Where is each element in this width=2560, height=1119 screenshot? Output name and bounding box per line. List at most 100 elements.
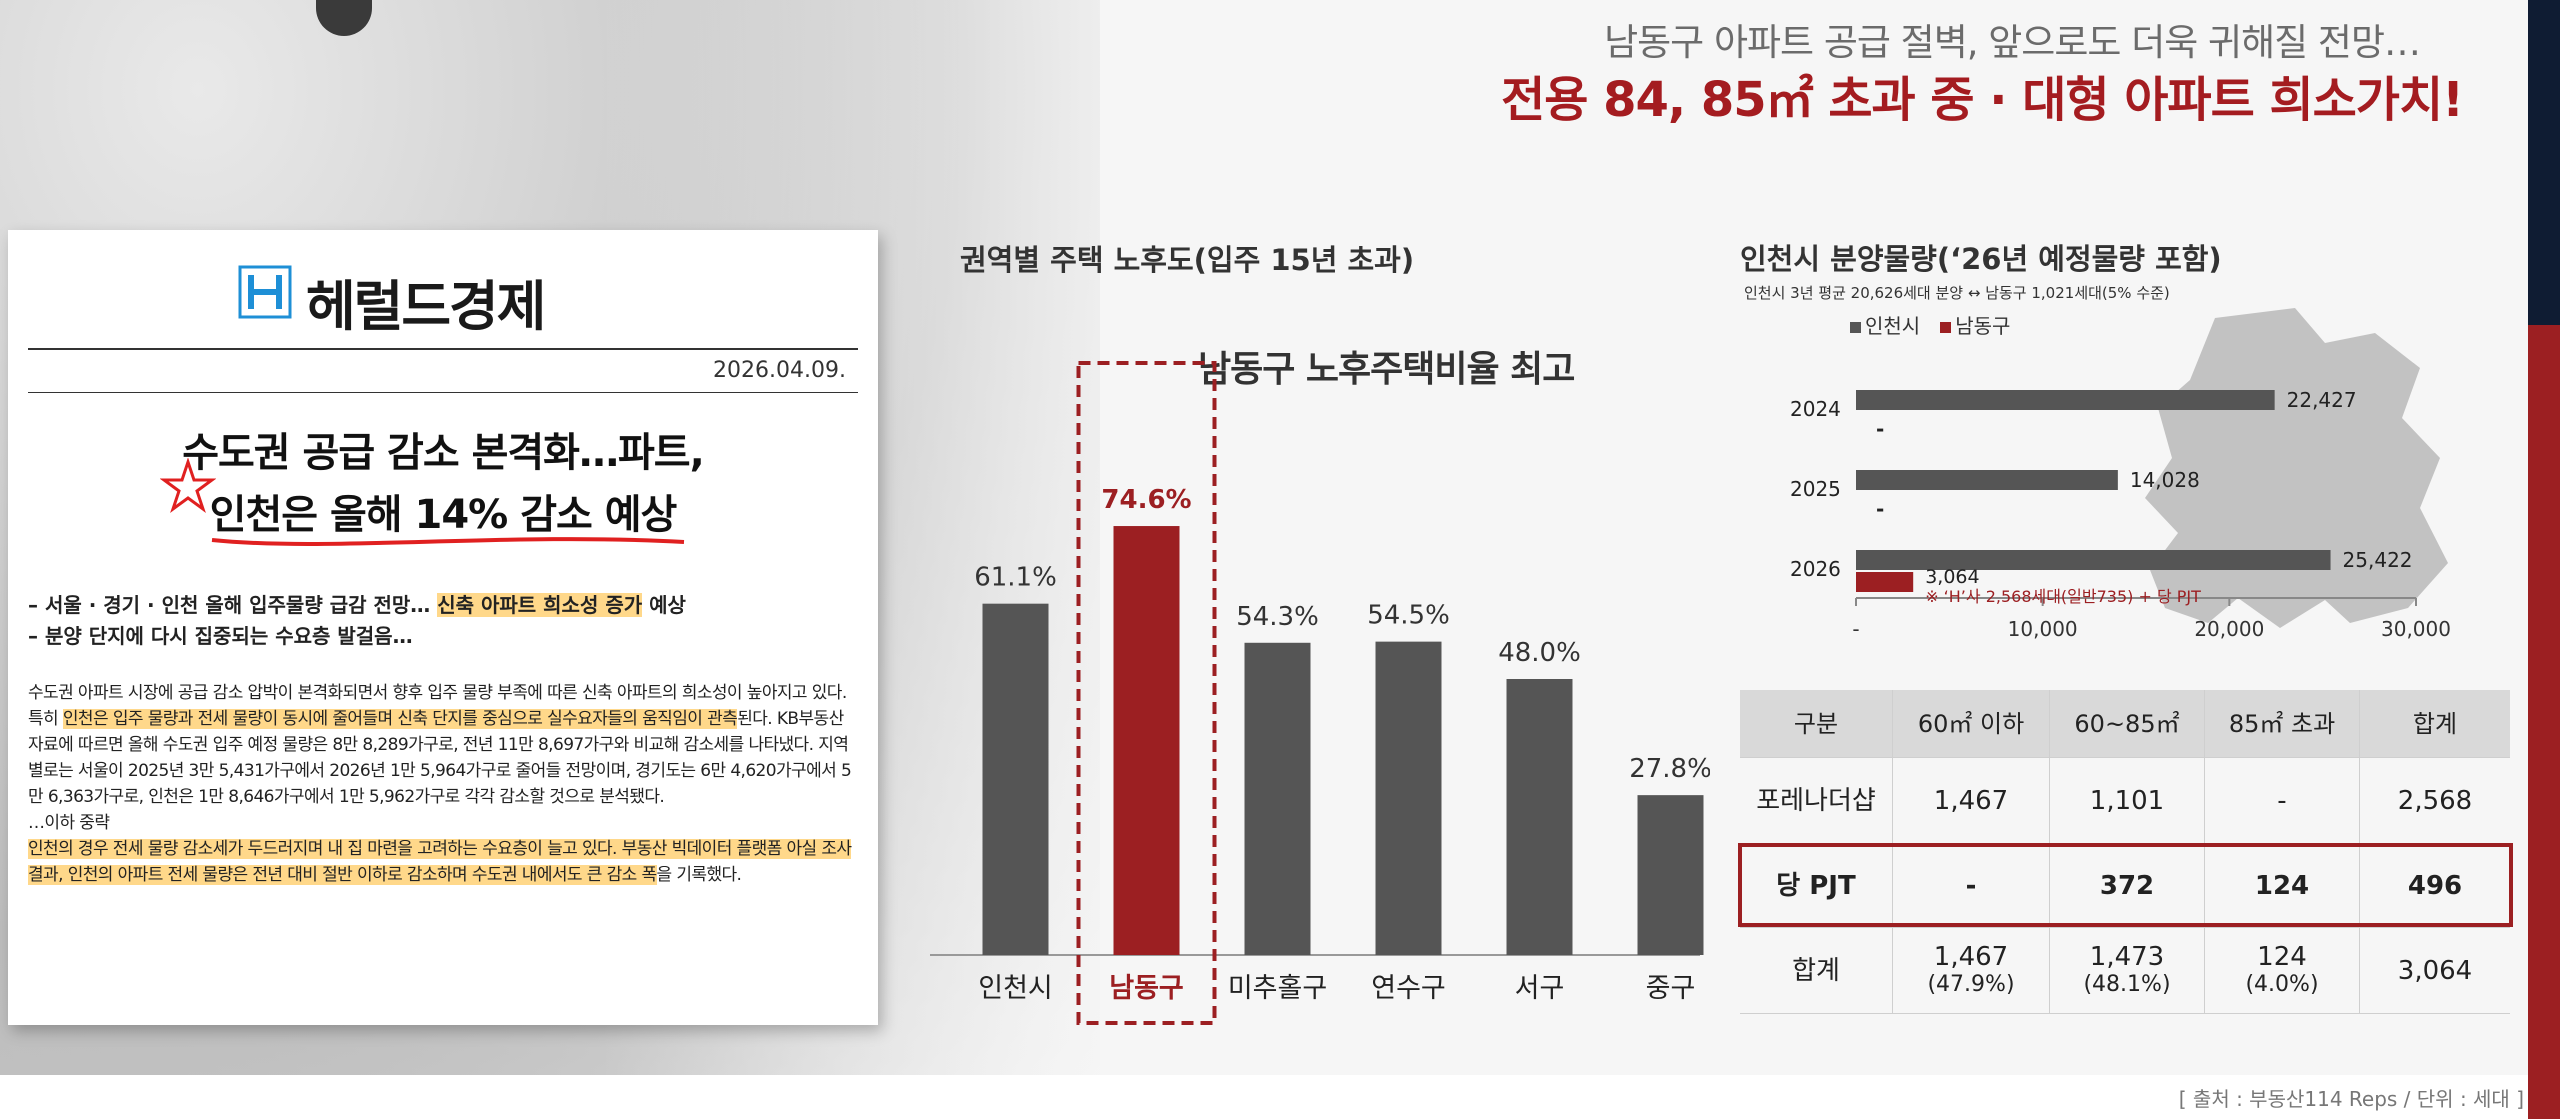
bar-서구: [1506, 679, 1573, 955]
table-row: 포레나더샵 1,467 1,101 - 2,568: [1740, 758, 2510, 844]
cell-text: 합계: [1792, 957, 1840, 985]
bar-chart-title: 권역별 주택 노후도(입주 15년 초과): [960, 243, 1415, 277]
legend-swatch: [1940, 322, 1952, 333]
bar-value-label: 54.3%: [1236, 602, 1319, 632]
cell-text: -: [2277, 787, 2286, 815]
divider: [28, 392, 858, 393]
table-cell: -: [1893, 844, 2050, 928]
bar-category-label: 남동구: [1109, 973, 1184, 1004]
x-tick-label: -: [1852, 617, 1859, 641]
table-cell: 124 (4.0%): [2205, 928, 2360, 1014]
legend-swatch: [1850, 322, 1861, 333]
bar-chart-callout: 남동구 노후주택비율 최고: [1198, 349, 1575, 390]
right-edge-accent: [2528, 325, 2560, 1119]
bar-category-label: 중구: [1646, 973, 1696, 1004]
legend-item-namdong: 남동구: [1940, 310, 2010, 339]
x-tick-label: 30,000: [2381, 617, 2451, 641]
cell-value: 372: [2099, 870, 2155, 901]
cell-text: 3,064: [2398, 957, 2472, 985]
herald-logo-icon: [238, 265, 292, 319]
bar-value-label: 54.5%: [1367, 601, 1450, 631]
x-tick-label: 10,000: [2008, 617, 2078, 641]
bar-연수구: [1375, 641, 1442, 955]
cell-text: 2,568: [2398, 787, 2472, 815]
y-category-label: 2026: [1790, 557, 1841, 581]
bar-incheon-2024: [1856, 390, 2275, 410]
supply-chart-title: 인천시 분양물량(‘26년 예정물량 포함): [1740, 242, 2222, 276]
bar-value-label: -: [1876, 497, 1884, 521]
cell-text: 당 PJT: [1776, 872, 1855, 900]
cell-value: 496: [2407, 870, 2463, 901]
article-title-line2: 인천은 올해 14% 감소 예상: [209, 492, 678, 538]
bar-incheon-2025: [1856, 470, 2118, 490]
supply-chart-legend: 인천시 남동구: [1850, 310, 2010, 339]
table-header-cell: 60㎡ 이하: [1893, 690, 2050, 758]
table-cell: 1,467: [1893, 758, 2050, 844]
bar-value-label: 74.6%: [1101, 485, 1191, 515]
bar-value-label: 25,422: [2343, 548, 2413, 572]
footer-band: [0, 1075, 2560, 1119]
bar-중구: [1637, 795, 1704, 955]
article-title-line1: 수도권 공급 감소 본격화…파트,: [182, 430, 705, 476]
table-row: 당 PJT - 372 124 496: [1740, 844, 2510, 928]
cell-text: 1,473 (48.1%): [2083, 943, 2170, 999]
headline-subtitle: 남동구 아파트 공급 절벽, 앞으로도 더욱 귀해질 전망…: [1604, 21, 2421, 64]
bar-value-label: 27.8%: [1629, 754, 1710, 784]
cell-text: 1,101: [2090, 787, 2164, 815]
table-header-cell: 85㎡ 초과: [2205, 690, 2360, 758]
bar-value-label: 61.1%: [974, 563, 1057, 593]
article-date: 2026.04.09.: [713, 358, 846, 383]
table-cell: 당 PJT: [1740, 844, 1893, 928]
bar-value-label: 3,064: [1925, 566, 1979, 588]
table-cell: 2,568: [2360, 758, 2510, 844]
cell-value: 3,064: [2397, 955, 2473, 986]
bar-category-label: 서구: [1515, 973, 1565, 1004]
cell-value: 1,101: [2089, 785, 2165, 816]
bar-value-label: 22,427: [2287, 388, 2357, 412]
article-bullet-2: – 분양 단지에 다시 집중되는 수요층 발걸음…: [28, 624, 413, 648]
cell-text: -: [1966, 872, 1977, 900]
cell-value: 1,467: [1933, 785, 2009, 816]
cell-text: 1,467: [1934, 787, 2008, 815]
supply-hbar-chart: - 10,000 20,000 30,000 2024 22,427 - 2025 14,028…: [1790, 388, 2451, 641]
x-tick-label: 20,000: [2194, 617, 2264, 641]
table-header-row: 구분 60㎡ 이하 60~85㎡ 85㎡ 초과 합계: [1740, 690, 2510, 758]
table-cell: 포레나더샵: [1740, 758, 1893, 844]
supply-chart-subtitle: 인천시 3년 평균 20,626세대 분양 ↔ 남동구 1,021세대(5% 수…: [1744, 284, 2170, 302]
bar-incheon-2026: [1856, 550, 2331, 570]
cell-value: 1,467: [1933, 941, 2009, 972]
headline-title: 전용 84, 85㎡ 초과 중 · 대형 아파트 희소가치!: [1501, 72, 2464, 128]
article-bullet-1: – 서울 · 경기 · 인천 올해 입주물량 급감 전망… 신축 아파트 희소성…: [28, 593, 686, 617]
table-row: 합계 1,467 (47.9%) 1,473 (48.1%) 124 (4.0%) 3,064: [1740, 928, 2510, 1014]
y-category-label: 2025: [1790, 477, 1841, 501]
star-doodle-icon: [160, 458, 216, 513]
cell-text: 372: [2100, 872, 2154, 900]
bar-category-label: 미추홀구: [1228, 973, 1327, 1004]
legend-item-incheon: 인천시: [1850, 310, 1920, 339]
cell-value: -: [2277, 785, 2287, 816]
bar-value-label: 14,028: [2130, 468, 2200, 492]
bar-인천시: [982, 603, 1049, 955]
cell-value: 1,473: [2089, 941, 2165, 972]
table-cell: 496: [2360, 844, 2510, 928]
article-paragraph-1: 수도권 아파트 시장에 공급 감소 압박이 본격화되면서 향후 입주 물량 부족…: [28, 683, 852, 807]
table-cell: 372: [2050, 844, 2205, 928]
cell-value: 합계: [1792, 955, 1840, 986]
bar-미추홀구: [1244, 642, 1311, 955]
article-paragraph-2: …이하 중략: [28, 813, 110, 833]
divider: [28, 348, 858, 350]
highlight-dashed-box: [1076, 361, 1217, 1025]
cell-percent: (4.0%): [2245, 971, 2319, 997]
table-cell: 1,101: [2050, 758, 2205, 844]
table-cell: 1,473 (48.1%): [2050, 928, 2205, 1014]
bar-category-label: 연수구: [1371, 973, 1446, 1004]
cell-percent: (47.9%): [1927, 971, 2015, 997]
cell-text: 496: [2408, 872, 2462, 900]
newspaper-logo: 헤럴드경제: [306, 275, 546, 338]
supply-note: ※ ‘H’사 2,568세대(일반735) + 당 PJT: [1925, 587, 2201, 606]
bar-category-label: 인천시: [978, 973, 1053, 1004]
cell-value: 124: [2254, 870, 2310, 901]
namdong-map-silhouette: [2145, 308, 2448, 628]
cell-value: 당 PJT: [1776, 870, 1856, 901]
y-category-label: 2024: [1790, 397, 1841, 421]
